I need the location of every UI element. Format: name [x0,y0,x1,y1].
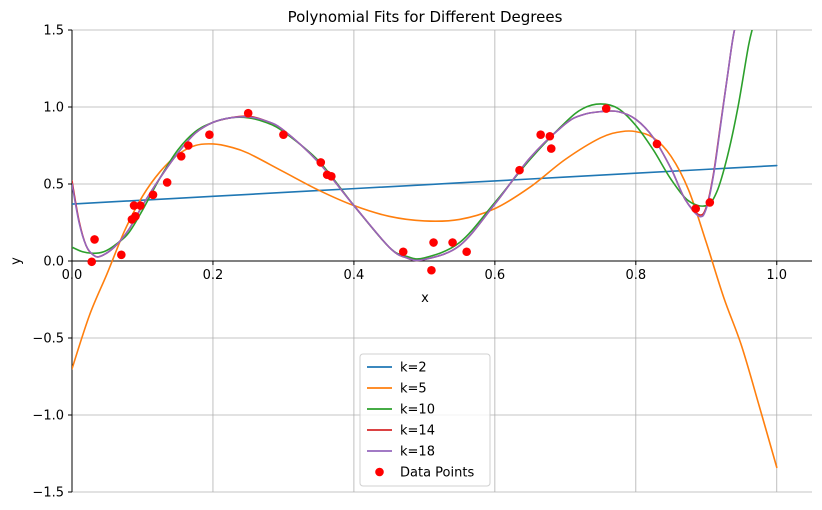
data-point [515,165,524,175]
data-point [545,131,555,141]
legend-label: k=2 [400,361,427,376]
series-line-k-10 [72,30,753,260]
data-point [462,247,471,257]
data-point [536,130,545,140]
data-point [546,144,556,153]
legend-label: k=5 [400,382,427,397]
data-point [183,141,193,150]
y-tick-label: 0.0 [43,255,64,270]
data-point [129,201,139,210]
y-tick-label: 1.5 [43,24,64,39]
y-tick-label: 0.5 [43,178,64,193]
series-line-k-2 [72,164,778,205]
y-tick-label: 1.0 [43,101,64,116]
data-points-layer [87,104,715,275]
y-axis-label: y [9,257,24,265]
data-point [429,238,438,247]
x-axis-label: x [421,291,429,306]
data-point [117,250,126,260]
y-tick-label: −0.5 [32,332,64,347]
data-point [427,265,436,275]
y-axis-ticks: −1.5 −1.0 −0.5 0.0 0.5 1.0 1.5 [32,24,72,501]
data-point [205,130,214,140]
x-tick-label: 0.0 [62,268,83,283]
data-point [136,201,145,210]
data-point [90,235,99,244]
x-axis-ticks: 0.0 0.2 0.4 0.6 0.8 1.0 [62,261,787,283]
data-point [398,247,408,257]
data-point [327,172,336,181]
legend-box [359,353,491,487]
data-point [148,190,158,200]
x-tick-label: 0.8 [625,268,646,283]
y-tick-label: −1.5 [32,486,64,501]
data-point [162,178,172,187]
data-point [243,108,253,118]
data-point [601,104,611,113]
chart-title: Polynomial Fits for Different Degrees [288,8,563,26]
legend: k=2 k=5 k=10 k=14 k=18 Data Points [359,353,491,487]
legend-label: k=18 [400,445,435,460]
data-point [87,257,97,267]
y-tick-label: −1.0 [32,409,64,424]
data-point [176,151,186,161]
x-tick-label: 0.2 [203,268,224,283]
x-tick-label: 1.0 [766,268,787,283]
data-point [316,158,326,167]
series-line-k-5 [72,130,778,469]
data-point [279,130,288,140]
legend-swatch-points [375,467,384,477]
legend-label: k=10 [400,403,435,418]
data-point [691,204,701,213]
legend-label: k=14 [400,424,435,439]
legend-items: k=2 k=5 k=10 k=14 k=18 Data Points [367,361,474,481]
data-point [131,212,140,221]
x-tick-label: 0.6 [485,268,506,283]
legend-label: Data Points [400,466,474,481]
data-point [705,198,715,207]
data-point [652,139,662,149]
data-point [448,238,457,247]
x-tick-label: 0.4 [344,268,365,283]
